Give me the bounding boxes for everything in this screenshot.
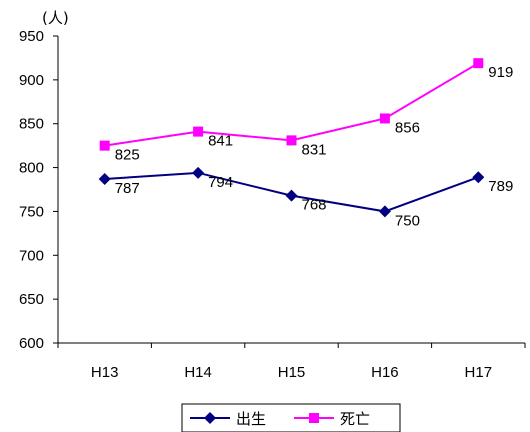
data-point xyxy=(378,205,391,218)
y-tick-label: 700 xyxy=(19,247,44,264)
data-point xyxy=(192,166,205,179)
series-line-1 xyxy=(104,62,479,147)
legend-label-birth: 出生 xyxy=(236,410,266,428)
y-axis-ticks: 600 650 700 750 800 850 900 950 xyxy=(19,28,58,352)
x-tick-label: H17 xyxy=(465,364,493,381)
data-point xyxy=(472,171,485,184)
data-label: 768 xyxy=(302,197,327,214)
legend-marker-birth xyxy=(204,412,216,424)
data-point xyxy=(193,126,204,137)
data-label: 794 xyxy=(208,174,233,191)
data-point xyxy=(98,172,111,185)
y-tick-label: 600 xyxy=(19,335,44,352)
data-point xyxy=(99,140,110,151)
data-label: 787 xyxy=(115,180,140,197)
data-label: 750 xyxy=(395,212,420,229)
y-tick-label: 900 xyxy=(19,72,44,89)
data-point xyxy=(379,113,390,124)
x-axis-ticks: H13 H14 H15 H16 H17 xyxy=(57,343,526,381)
y-tick-label: 750 xyxy=(19,203,44,220)
x-tick-label: H14 xyxy=(184,364,212,381)
data-label: 856 xyxy=(395,119,420,136)
y-tick-label: 650 xyxy=(19,291,44,308)
data-label: 919 xyxy=(488,64,513,81)
data-label: 825 xyxy=(115,147,140,164)
legend-marker-death xyxy=(309,413,319,423)
data-label: 831 xyxy=(302,141,327,158)
legend: 出生 死亡 xyxy=(181,403,401,432)
y-unit-label: (人) xyxy=(42,9,69,27)
data-point xyxy=(286,135,297,146)
y-tick-label: 850 xyxy=(19,116,44,133)
data-point xyxy=(473,58,484,69)
x-tick-label: H13 xyxy=(91,364,119,381)
legend-label-death: 死亡 xyxy=(340,410,370,428)
series-group: 787 794 768 750 789 825 841 831 856 919 xyxy=(98,58,513,229)
y-tick-label: 950 xyxy=(19,28,44,45)
x-tick-label: H16 xyxy=(371,364,399,381)
data-label: 789 xyxy=(488,178,513,195)
data-label: 841 xyxy=(208,133,233,150)
data-point xyxy=(285,189,298,202)
x-tick-label: H15 xyxy=(278,364,306,381)
y-tick-label: 800 xyxy=(19,160,44,177)
